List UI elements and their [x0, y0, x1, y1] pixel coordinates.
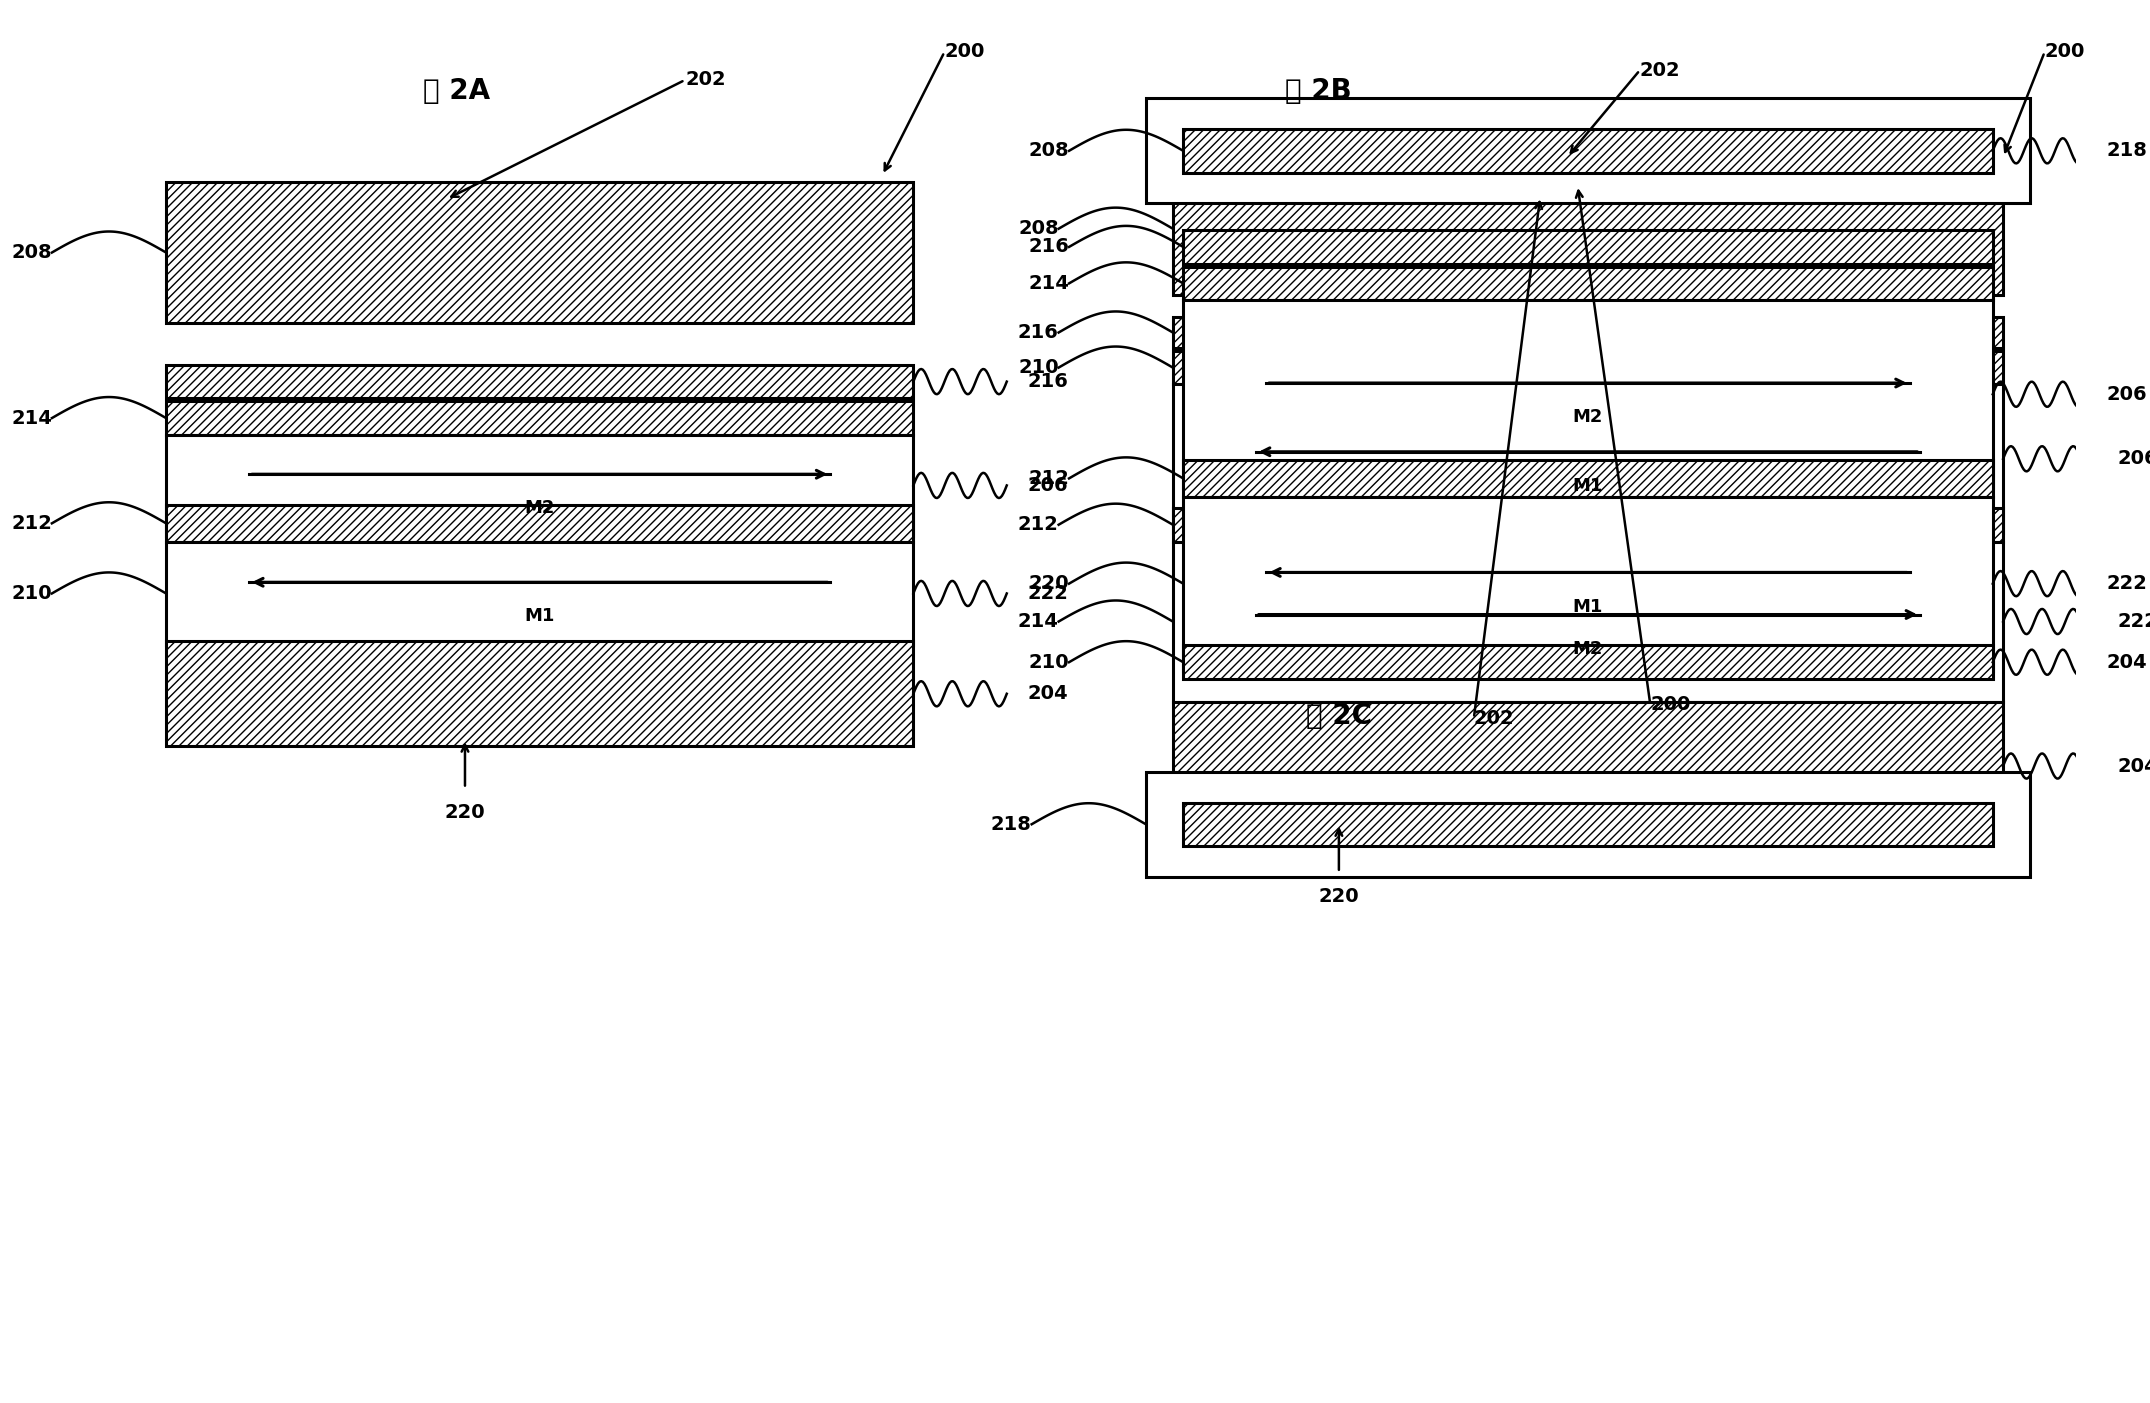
Text: 216: 216: [1028, 372, 1069, 391]
Bar: [1174, 508, 2004, 542]
Bar: [1182, 460, 1993, 497]
Text: 210: 210: [1019, 358, 1058, 377]
Text: 212: 212: [1017, 515, 1058, 535]
Bar: [1174, 702, 2004, 831]
Bar: [1174, 542, 2004, 702]
Text: M1: M1: [1574, 477, 1604, 495]
Text: 200: 200: [944, 42, 985, 62]
Bar: [1182, 129, 1993, 173]
Text: 208: 208: [1028, 142, 1069, 160]
Text: 214: 214: [1028, 274, 1069, 293]
Bar: [166, 505, 914, 542]
Text: M2: M2: [525, 499, 555, 518]
Text: 220: 220: [1318, 887, 1359, 906]
Text: 206: 206: [2107, 384, 2148, 404]
Bar: [1182, 267, 1993, 300]
Text: 220: 220: [445, 803, 486, 822]
Bar: [166, 641, 914, 746]
Text: 图 2A: 图 2A: [424, 77, 490, 105]
Bar: [1174, 351, 2004, 384]
Text: M2: M2: [1574, 640, 1604, 658]
Text: 图 2B: 图 2B: [1286, 77, 1352, 105]
Text: 202: 202: [1640, 60, 1681, 80]
Bar: [1174, 384, 2004, 533]
Bar: [166, 435, 914, 536]
Text: 202: 202: [686, 70, 727, 90]
Bar: [166, 182, 914, 323]
Bar: [1174, 163, 2004, 295]
Text: 208: 208: [11, 243, 52, 262]
Bar: [1174, 317, 2004, 348]
Text: M2: M2: [1574, 408, 1604, 427]
Text: 212: 212: [1028, 469, 1069, 488]
Text: 214: 214: [1017, 612, 1058, 631]
Text: M1: M1: [525, 607, 555, 626]
Text: 206: 206: [2118, 449, 2150, 469]
Text: 222: 222: [1028, 584, 1069, 603]
Text: 216: 216: [1028, 237, 1069, 257]
Text: 214: 214: [11, 408, 52, 428]
Text: 216: 216: [1017, 323, 1058, 342]
Text: 200: 200: [1651, 694, 1690, 714]
Text: 212: 212: [11, 513, 52, 533]
Bar: [1146, 98, 2030, 203]
Text: 204: 204: [2118, 756, 2150, 776]
Bar: [1182, 803, 1993, 846]
Text: 202: 202: [1473, 709, 1514, 728]
Text: 200: 200: [2045, 42, 2086, 62]
Text: 222: 222: [2118, 612, 2150, 631]
Text: 206: 206: [1028, 476, 1069, 495]
Text: 222: 222: [2107, 574, 2148, 593]
Text: 210: 210: [11, 584, 52, 603]
Bar: [1146, 772, 2030, 877]
Bar: [1182, 645, 1993, 679]
Text: 218: 218: [2107, 142, 2148, 160]
Text: 218: 218: [991, 815, 1032, 833]
Text: 210: 210: [1028, 652, 1069, 672]
Text: 图 2C: 图 2C: [1305, 702, 1372, 730]
Text: 208: 208: [1019, 219, 1058, 239]
Bar: [166, 401, 914, 435]
Bar: [166, 542, 914, 645]
Bar: [1182, 230, 1993, 264]
Text: 204: 204: [2107, 652, 2148, 672]
Text: M1: M1: [1574, 598, 1604, 616]
Bar: [166, 365, 914, 398]
Text: 204: 204: [1028, 685, 1069, 703]
Bar: [1182, 497, 1993, 671]
Bar: [1182, 300, 1993, 488]
Text: 220: 220: [1028, 574, 1069, 593]
